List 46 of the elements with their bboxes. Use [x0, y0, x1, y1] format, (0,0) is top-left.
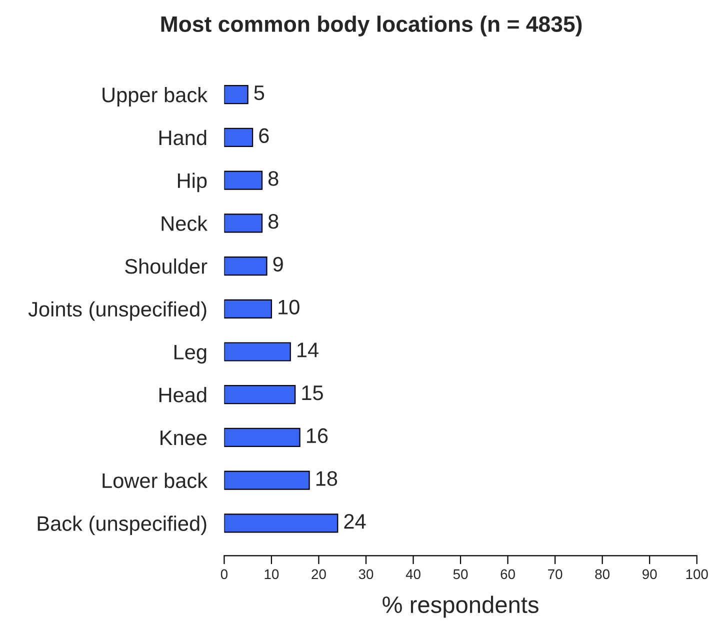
- bar: [224, 256, 268, 276]
- x-tick-label: 60: [500, 569, 515, 580]
- y-tick-label: Neck: [162, 216, 208, 231]
- data-label: 10: [278, 300, 300, 314]
- x-tick-label: 20: [312, 569, 326, 580]
- x-tick-label: 30: [358, 569, 374, 580]
- bar: [224, 342, 291, 362]
- data-label: 9: [273, 256, 283, 272]
- y-tick-label: Knee: [160, 430, 207, 446]
- x-tick-label: 90: [642, 569, 657, 580]
- x-tick-label: 80: [595, 569, 610, 580]
- y-tick-label: Shoulder: [125, 258, 208, 274]
- x-tick-label: 10: [264, 569, 279, 580]
- y-tick-label: Upper back: [102, 87, 208, 106]
- y-tick-label: Joints (unspecified): [28, 301, 206, 321]
- y-tick-label: Hip: [178, 172, 207, 192]
- bar: [224, 128, 254, 147]
- data-label: 8: [268, 171, 278, 186]
- y-tick-label: Back (unspecified): [38, 516, 206, 536]
- chart-title: Most common body locations (n = 4835): [161, 16, 582, 36]
- y-tick-label: Hand: [159, 130, 206, 146]
- data-label: 6: [259, 128, 269, 144]
- bar: [224, 385, 296, 404]
- data-label: 8: [268, 214, 278, 229]
- y-tick-label: Leg: [174, 344, 206, 364]
- bar: [224, 170, 263, 190]
- data-label: 24: [344, 514, 366, 529]
- y-tick-label: Lower back: [102, 472, 208, 488]
- data-label: 5: [254, 86, 264, 100]
- x-axis-title: % respondents: [382, 596, 538, 618]
- bar: [224, 299, 272, 318]
- y-tick-label: Head: [159, 387, 206, 402]
- bar: [224, 85, 248, 104]
- x-tick-label: 100: [686, 569, 708, 580]
- bar: [224, 514, 338, 533]
- x-tick-label: 0: [220, 569, 228, 580]
- bar: [224, 428, 300, 448]
- data-label: 18: [316, 471, 338, 486]
- bar: [224, 470, 310, 490]
- x-tick-label: 70: [548, 569, 562, 580]
- data-label: 15: [302, 386, 323, 400]
- data-label: 16: [306, 428, 328, 444]
- x-tick-label: 40: [406, 569, 420, 580]
- x-tick-label: 50: [453, 569, 468, 580]
- data-label: 14: [298, 342, 318, 358]
- bar: [224, 214, 263, 233]
